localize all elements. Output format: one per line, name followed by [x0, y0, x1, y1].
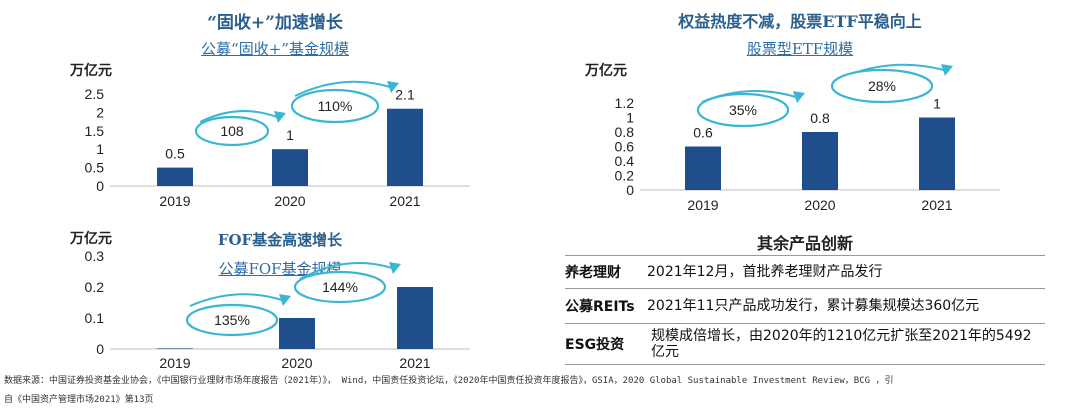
- growth-label: 144%: [322, 279, 358, 295]
- source-note-line1: 数据来源：中国证券投资基金业协会，《中国银行业理财市场年度报告（2021年）》，…: [4, 376, 894, 386]
- x-tick-label: 2021: [399, 355, 430, 371]
- x-tick-label: 2020: [281, 355, 312, 371]
- data-label: 1: [286, 127, 294, 143]
- chart2-plot: 0 0.1 0.2 0.3 2019 2020 2021 135% 144%: [85, 248, 470, 371]
- chart1-plot: 0 0.5 1 1.5 2 2.5 2019 0.5 2020 1 2021 2.1 108 110%: [85, 80, 470, 209]
- x-tick-label: 2021: [389, 193, 420, 209]
- y-tick-label: 0: [96, 341, 104, 357]
- growth-oval: [194, 115, 270, 147]
- y-tick-label: 0.5: [85, 160, 105, 176]
- y-tick-label: 0: [626, 182, 634, 198]
- y-tick-label: 0.2: [85, 279, 105, 295]
- growth-oval: [830, 68, 934, 104]
- x-tick-label: 2020: [274, 193, 305, 209]
- growth-label: 110%: [318, 98, 353, 114]
- x-tick-label: 2019: [687, 197, 718, 213]
- y-tick-label: 0.3: [85, 248, 105, 264]
- y-tick-label: 1.5: [85, 123, 105, 139]
- chart1-title: “固收+”加速增长: [207, 13, 343, 33]
- bar: [919, 117, 955, 190]
- y-tick-label: 2: [96, 104, 104, 120]
- chart1-unit-label: 万亿元: [70, 63, 112, 79]
- chart2-title: FOF基金高速增长: [217, 231, 343, 249]
- x-tick-label: 2019: [159, 193, 190, 209]
- source-note-line2: 自《中国资产管理市场2021》第13页: [4, 395, 154, 405]
- chart3-unit-label: 万亿元: [585, 63, 627, 79]
- bar: [397, 287, 433, 349]
- bar: [272, 149, 308, 186]
- bar: [279, 318, 315, 349]
- y-tick-label: 0.6: [615, 139, 635, 155]
- y-tick-label: 1: [96, 141, 104, 157]
- other-products-row: 养老理财 2021年12月，首批养老理财产品发行: [565, 255, 1045, 288]
- growth-arrowhead: [387, 81, 399, 93]
- data-label: 0.5: [165, 146, 185, 162]
- other-products-category: 公募REITs: [565, 299, 635, 315]
- y-tick-label: 2.5: [85, 86, 105, 102]
- chart3-title: 权益热度不减，股票ETF平稳向上: [678, 12, 922, 31]
- chart3-subtitle: 股票型ETF规模: [746, 40, 854, 58]
- other-products-title: 其余产品创新: [756, 234, 853, 253]
- chart3-plot: 00.20.40.60.811.220190.620200.82021135%2…: [615, 63, 1000, 213]
- bar: [157, 348, 193, 349]
- growth-arrowhead: [279, 294, 291, 306]
- y-tick-label: 0.8: [615, 124, 635, 140]
- data-label: 0.8: [810, 110, 830, 126]
- y-tick-label: 1: [626, 110, 634, 126]
- other-products-table: 养老理财 2021年12月，首批养老理财产品发行 公募REITs 2021年11…: [565, 255, 1045, 365]
- growth-oval: [185, 303, 279, 337]
- other-products-row: ESG投资 规模成倍增长，由2020年的1210亿元扩张至2021年的5492亿…: [565, 323, 1045, 365]
- y-tick-label: 0.1: [85, 310, 105, 326]
- data-label: 0.6: [693, 125, 713, 141]
- data-label: 1: [933, 96, 941, 112]
- y-tick-label: 0.4: [615, 153, 635, 169]
- growth-label: 135%: [214, 312, 250, 328]
- x-tick-label: 2020: [804, 197, 835, 213]
- x-tick-label: 2021: [921, 197, 952, 213]
- x-tick-label: 2019: [159, 355, 190, 371]
- growth-oval: [696, 92, 790, 128]
- bar: [685, 146, 721, 190]
- growth-arrow: [189, 293, 283, 307]
- growth-arrow: [294, 80, 391, 97]
- y-tick-label: 0: [96, 178, 104, 194]
- growth-label: 35%: [729, 102, 757, 118]
- y-tick-label: 1.2: [615, 95, 635, 111]
- bar: [802, 132, 838, 190]
- bar: [157, 167, 193, 186]
- other-products-category: 养老理财: [565, 265, 621, 281]
- data-label: 2.1: [395, 87, 415, 103]
- growth-oval: [290, 88, 380, 124]
- growth-label: 28%: [868, 78, 896, 94]
- other-products-description: 2021年12月，首批养老理财产品发行: [647, 264, 883, 280]
- chart2-unit-label: 万亿元: [70, 231, 112, 247]
- y-tick-label: 0.2: [615, 168, 635, 184]
- growth-label: 108: [220, 123, 244, 139]
- chart1-subtitle: 公募“固收+”基金规模: [201, 40, 349, 58]
- growth-arrowhead: [793, 91, 805, 103]
- other-products-category: ESG投资: [565, 337, 625, 353]
- bar: [387, 108, 423, 186]
- growth-arrow: [299, 262, 393, 280]
- growth-arrowhead: [274, 111, 286, 123]
- other-products-description: 2021年11只产品成功发行，累计募集规模达360亿元: [647, 298, 980, 314]
- other-products-description: 规模成倍增长，由2020年的1210亿元扩张至2021年的5492亿元: [651, 328, 1032, 360]
- other-products-row: 公募REITs 2021年11只产品成功发行，累计募集规模达360亿元: [565, 288, 1045, 323]
- growth-oval: [293, 270, 387, 304]
- growth-arrow: [199, 110, 278, 123]
- growth-arrowhead: [389, 262, 401, 274]
- growth-arrowhead: [941, 64, 953, 76]
